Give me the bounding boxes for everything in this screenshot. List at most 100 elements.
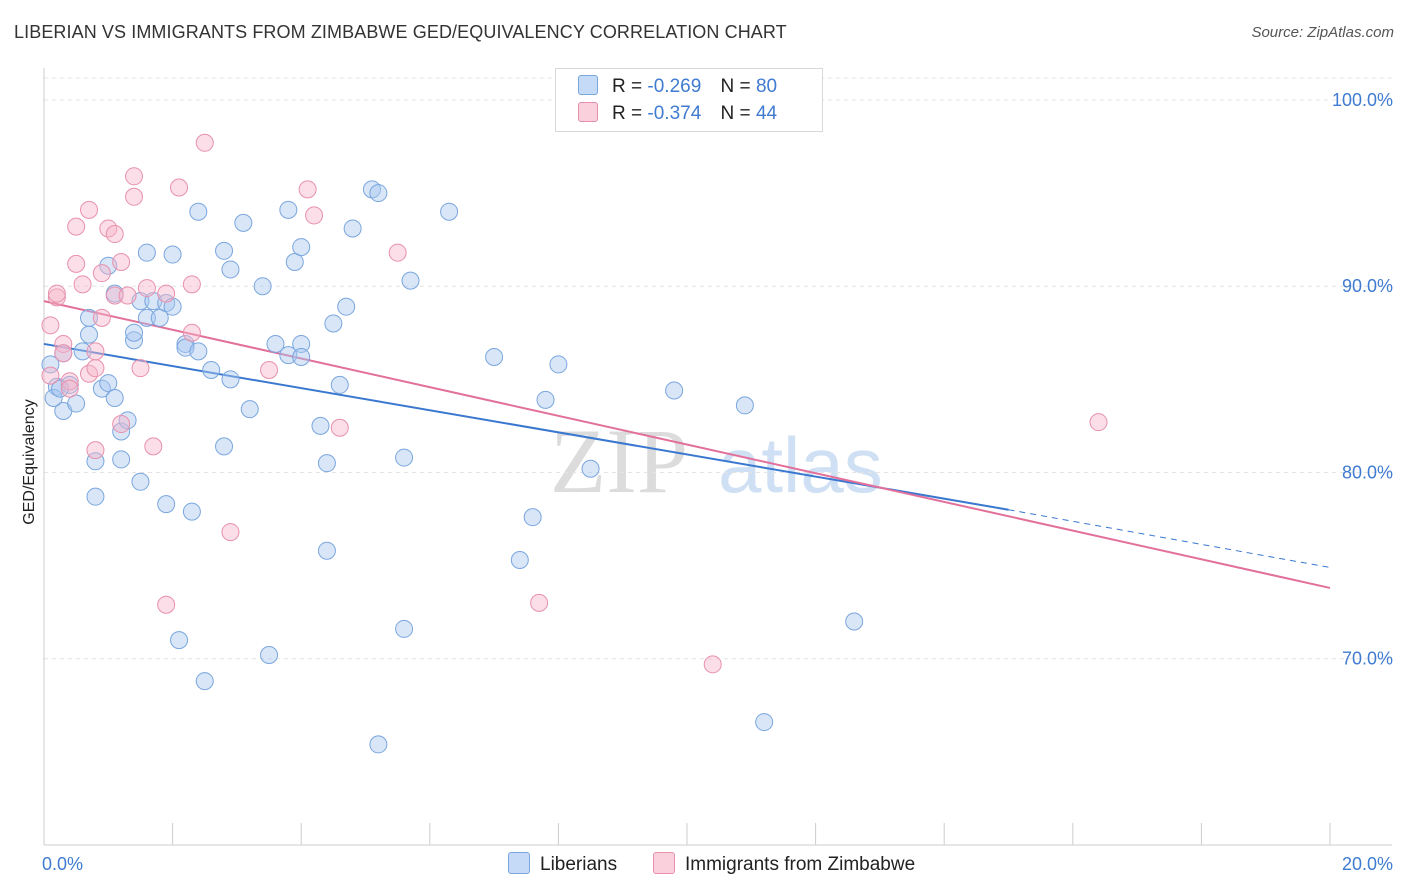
data-point-liberians <box>317 454 336 473</box>
legend-row-liberians: R = -0.269 N = 80 <box>578 75 777 99</box>
n-label: N = <box>720 103 751 124</box>
data-point-zimbabwe <box>86 359 105 378</box>
data-point-liberians <box>163 297 182 316</box>
data-point-liberians <box>369 735 388 754</box>
data-point-zimbabwe <box>118 286 137 305</box>
data-point-zimbabwe <box>86 342 105 361</box>
data-point-liberians <box>755 713 774 732</box>
data-point-liberians <box>163 245 182 264</box>
data-point-liberians <box>80 325 99 344</box>
data-point-liberians <box>523 508 542 527</box>
y-tick-label: 80.0% <box>1342 462 1393 482</box>
data-point-zimbabwe <box>92 308 111 327</box>
trend-line-liberians <box>43 342 1009 511</box>
data-point-liberians <box>845 612 864 631</box>
data-point-liberians <box>253 277 272 296</box>
data-point-liberians <box>401 271 420 290</box>
data-point-liberians <box>395 448 414 467</box>
series-legend: Liberians Immigrants from Zimbabwe <box>0 852 1406 878</box>
data-point-zimbabwe <box>330 418 349 437</box>
data-point-zimbabwe <box>530 593 549 612</box>
data-point-zimbabwe <box>67 217 86 236</box>
data-point-zimbabwe <box>157 284 176 303</box>
data-point-liberians <box>317 541 336 560</box>
r-value: -0.374 <box>647 103 702 124</box>
r-value: -0.269 <box>647 76 702 97</box>
data-point-zimbabwe <box>60 379 79 398</box>
data-point-liberians <box>215 241 234 260</box>
x-tick-label: 20.0% <box>1342 854 1393 874</box>
data-point-zimbabwe <box>182 323 201 342</box>
legend-label: Immigrants from Zimbabwe <box>685 854 916 875</box>
data-point-liberians <box>221 370 240 389</box>
trend-line-zimbabwe <box>43 300 1331 589</box>
data-point-zimbabwe <box>260 361 279 380</box>
n-value: 80 <box>755 76 778 97</box>
data-point-liberians <box>99 374 118 393</box>
data-point-liberians <box>285 252 304 271</box>
chart-title: LIBERIAN VS IMMIGRANTS FROM ZIMBABWE GED… <box>14 22 787 42</box>
data-point-zimbabwe <box>60 372 79 391</box>
data-point-liberians <box>581 459 600 478</box>
data-point-liberians <box>44 388 63 407</box>
trend-line-liberians-extension <box>1008 509 1331 568</box>
data-point-zimbabwe <box>54 334 73 353</box>
data-point-liberians <box>234 213 253 232</box>
data-point-zimbabwe <box>298 180 317 199</box>
data-point-zimbabwe <box>125 167 144 186</box>
data-point-liberians <box>67 394 86 413</box>
data-point-liberians <box>343 219 362 238</box>
y-axis-label: GED/Equivalency <box>21 399 38 524</box>
data-point-zimbabwe <box>170 178 189 197</box>
data-point-liberians <box>215 437 234 456</box>
data-point-liberians <box>189 202 208 221</box>
data-point-zimbabwe <box>125 187 144 206</box>
data-point-zimbabwe <box>703 655 722 674</box>
legend-swatch-zimbabwe <box>653 852 675 874</box>
data-point-zimbabwe <box>131 359 150 378</box>
data-point-liberians <box>369 184 388 203</box>
data-point-zimbabwe <box>47 288 66 307</box>
data-point-liberians <box>189 342 208 361</box>
data-point-liberians <box>330 375 349 394</box>
data-points <box>41 133 1108 754</box>
data-point-zimbabwe <box>41 366 60 385</box>
y-tick-label: 100.0% <box>1332 90 1393 110</box>
data-point-liberians <box>221 260 240 279</box>
data-point-zimbabwe <box>86 441 105 460</box>
data-point-liberians <box>60 375 79 394</box>
data-point-zimbabwe <box>305 206 324 225</box>
data-point-liberians <box>292 334 311 353</box>
data-point-liberians <box>112 450 131 469</box>
data-point-liberians <box>240 400 259 419</box>
legend-swatch-liberians <box>578 75 598 95</box>
data-point-liberians <box>86 487 105 506</box>
axes: 70.0% 80.0% 90.0% 100.0% 0.0% 20.0% <box>42 68 1393 874</box>
x-tick-label: 0.0% <box>42 854 83 874</box>
data-point-liberians <box>440 202 459 221</box>
source-credit: Source: ZipAtlas.com <box>1251 24 1394 41</box>
data-point-liberians <box>665 381 684 400</box>
data-point-liberians <box>112 422 131 441</box>
data-point-liberians <box>131 472 150 491</box>
watermark-zip: ZIP <box>550 410 688 512</box>
legend-swatch-liberians <box>508 852 530 874</box>
data-point-liberians <box>337 297 356 316</box>
legend-item-liberians: Liberians <box>508 852 617 876</box>
data-point-zimbabwe <box>182 275 201 294</box>
data-point-liberians <box>485 347 504 366</box>
data-point-liberians <box>260 646 279 665</box>
data-point-liberians <box>311 416 330 435</box>
data-point-zimbabwe <box>157 595 176 614</box>
legend-item-zimbabwe: Immigrants from Zimbabwe <box>653 852 915 876</box>
data-point-liberians <box>292 347 311 366</box>
data-point-liberians <box>157 495 176 514</box>
data-point-zimbabwe <box>105 225 124 244</box>
r-label: R = <box>612 103 643 124</box>
gridlines <box>44 77 1392 660</box>
data-point-liberians <box>51 379 70 398</box>
y-tick-label: 70.0% <box>1342 649 1393 669</box>
data-point-zimbabwe <box>1089 413 1108 432</box>
data-point-liberians <box>170 631 189 650</box>
